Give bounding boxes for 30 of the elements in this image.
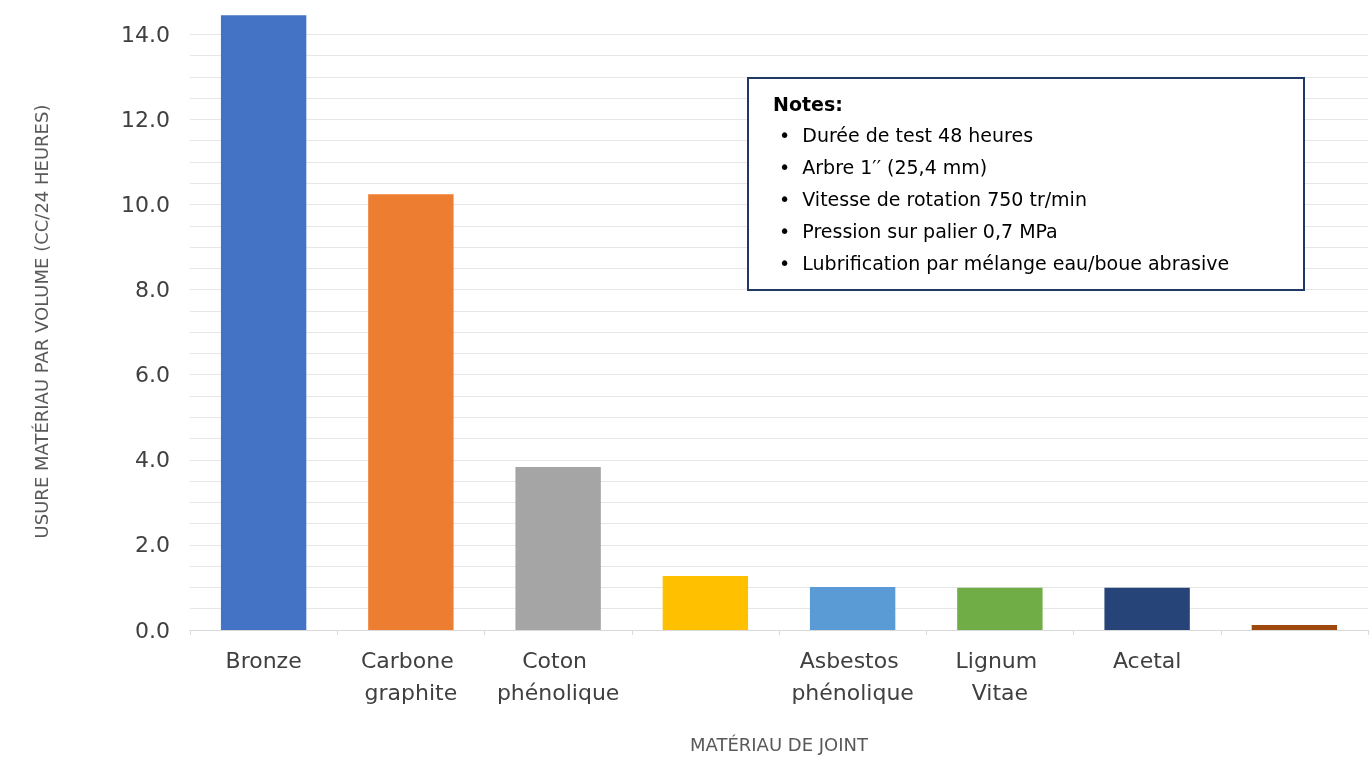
y-tick-label: 12.0 xyxy=(121,106,170,132)
bar xyxy=(957,587,1043,630)
annotation: • Lubrification par mélange eau/boue abrasive xyxy=(779,251,1231,276)
x-axis-title: MATÉRIAU DE JOINT xyxy=(689,733,870,755)
annotation: • Vitesse de rotation 750 tr/min xyxy=(779,187,1088,212)
bar xyxy=(1251,624,1338,630)
bar xyxy=(220,15,307,630)
annotation: • Durée de test 48 heures xyxy=(779,123,1035,148)
bar xyxy=(515,467,601,630)
y-tick-label: 2.0 xyxy=(135,532,170,558)
bar xyxy=(809,587,896,630)
x-tick-label: Coton phénolique xyxy=(496,647,620,705)
x-tick-label: Lignum Vitae xyxy=(955,647,1045,705)
y-tick-label: 6.0 xyxy=(135,362,170,388)
y-axis-title: USURE MATÉRIAU PAR VOLUME (CC/24 HEURES) xyxy=(30,104,52,539)
y-tick-label: 14.0 xyxy=(121,21,170,47)
y-tick-label: 8.0 xyxy=(135,277,170,303)
x-tick-label: Bronze xyxy=(225,647,302,673)
y-tick-label: 4.0 xyxy=(135,447,170,473)
annotation: • Arbre 1′′ (25,4 mm) xyxy=(779,155,989,180)
bar xyxy=(1104,587,1190,630)
x-tick-label: Acetal xyxy=(1112,647,1182,673)
y-tick-label: 10.0 xyxy=(121,191,170,217)
y-tick-label: 0.0 xyxy=(135,617,170,643)
bar xyxy=(368,194,454,630)
x-tick-label: Carbone graphite xyxy=(360,647,461,705)
annotation: • Pression sur palier 0,7 MPa xyxy=(779,219,1059,244)
bar xyxy=(662,575,749,630)
annotation: Notes: xyxy=(773,93,844,115)
x-tick-label: Asbestos phénolique xyxy=(791,647,914,705)
